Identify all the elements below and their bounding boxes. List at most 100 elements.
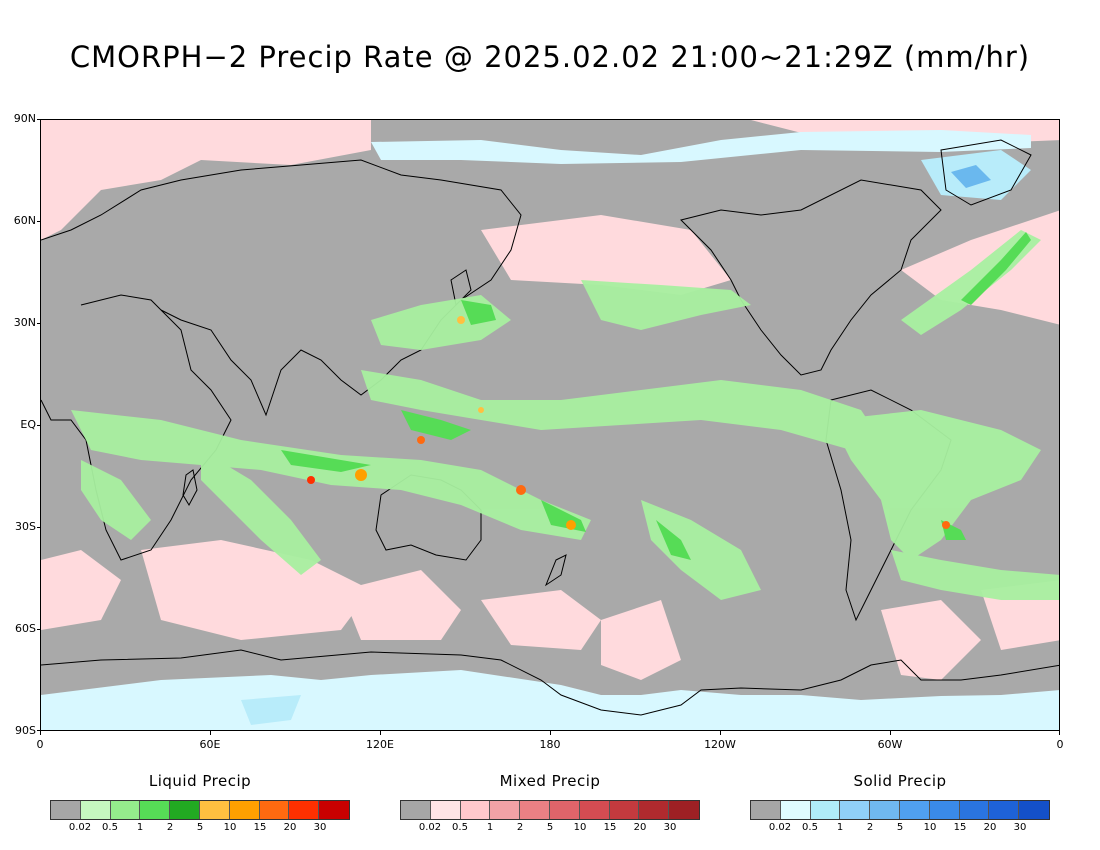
legend-tick: 1 <box>136 822 144 833</box>
legend-swatch <box>549 801 580 819</box>
lat-tick <box>37 527 41 528</box>
legend-solid: Solid Precip 0.02 0.5 1 2 5 10 15 20 30 <box>750 772 1050 842</box>
lat-label-90n: 90N <box>13 112 36 125</box>
legend-swatch <box>490 801 521 819</box>
legend-swatch <box>751 801 781 819</box>
lat-label-60s: 60S <box>15 622 36 635</box>
legend-tick: 20 <box>633 822 647 833</box>
legend-tick: 0.02 <box>68 822 92 833</box>
legend-tick: 10 <box>923 822 937 833</box>
legend-swatch <box>840 801 871 819</box>
page-title: CMORPH−2 Precip Rate @ 2025.02.02 21:00~… <box>69 40 1031 74</box>
legend-swatch <box>669 801 699 819</box>
lat-tick <box>37 730 41 731</box>
legend-colorbar-mixed <box>400 800 700 820</box>
lat-label-30n: 30N <box>13 316 36 329</box>
legend-colorbar-solid <box>750 800 1050 820</box>
legend-tick: 30 <box>663 822 677 833</box>
legend-tick: 5 <box>196 822 204 833</box>
lat-tick <box>37 323 41 324</box>
legend-swatch <box>959 801 990 819</box>
lon-tick <box>1059 731 1060 735</box>
legend-colorbar-liquid <box>50 800 350 820</box>
legend-tick: 0.02 <box>768 822 792 833</box>
solid-precip-polar-north <box>371 130 1031 200</box>
legend-tick: 2 <box>866 822 874 833</box>
legend-swatch <box>289 801 320 819</box>
lon-label-180: 180 <box>539 738 561 751</box>
lon-label-0: 0 <box>36 738 44 751</box>
lon-label-60w: 60W <box>877 738 903 751</box>
legend-swatch <box>80 801 111 819</box>
lon-tick <box>890 731 891 735</box>
legend-swatch <box>639 801 670 819</box>
legend-tick: 30 <box>313 822 327 833</box>
legend-swatch <box>229 801 260 819</box>
liquid-precip-light <box>71 230 1059 600</box>
lon-tick <box>720 731 721 735</box>
legend-tick: 15 <box>953 822 967 833</box>
legend-swatch <box>199 801 230 819</box>
legend-tick: 5 <box>546 822 554 833</box>
legend-swatch <box>1019 801 1049 819</box>
legend-tick: 5 <box>896 822 904 833</box>
legend-swatch <box>810 801 841 819</box>
lon-label-60e: 60E <box>199 738 221 751</box>
legend-swatch <box>140 801 171 819</box>
lat-label-90s: 90S <box>15 724 36 737</box>
legend-swatch <box>780 801 811 819</box>
solid-precip-polar-south <box>41 670 1059 730</box>
legend-tick: 0.5 <box>802 822 818 833</box>
legend-tick: 20 <box>283 822 297 833</box>
legend-tick: 2 <box>166 822 174 833</box>
lon-label-120w: 120W <box>704 738 736 751</box>
legend-tick: 0.02 <box>418 822 442 833</box>
legend-title-solid: Solid Precip <box>853 772 947 790</box>
legend-tick: 15 <box>253 822 267 833</box>
legend-tick: 10 <box>573 822 587 833</box>
legend-title-mixed: Mixed Precip <box>499 772 601 790</box>
lat-label-30s: 30S <box>15 520 36 533</box>
liquid-precip-moderate <box>281 232 1031 560</box>
lat-tick <box>37 221 41 222</box>
legend-swatch <box>989 801 1020 819</box>
legend-swatch <box>259 801 290 819</box>
legend-swatch <box>609 801 640 819</box>
legend-tick: 30 <box>1013 822 1027 833</box>
legend-tick: 1 <box>486 822 494 833</box>
lon-tick <box>40 731 41 735</box>
lat-label-60n: 60N <box>13 214 36 227</box>
legend-liquid: Liquid Precip 0.02 0.5 1 2 5 10 15 20 30 <box>50 772 350 842</box>
legend-swatch <box>899 801 930 819</box>
legend-swatch <box>430 801 461 819</box>
lon-label-120e: 120E <box>366 738 394 751</box>
liquid-precip-heavy <box>307 316 950 530</box>
legend-swatch <box>401 801 431 819</box>
legend-mixed: Mixed Precip 0.02 0.5 1 2 5 10 15 20 30 <box>400 772 700 842</box>
lat-tick <box>37 425 41 426</box>
legend-swatch <box>110 801 141 819</box>
legend-swatch <box>319 801 349 819</box>
legend-tick: 15 <box>603 822 617 833</box>
lat-tick <box>37 629 41 630</box>
lon-tick <box>550 731 551 735</box>
precip-map-canvas <box>41 120 1059 730</box>
lon-tick <box>380 731 381 735</box>
precip-map <box>40 119 1060 731</box>
lat-label-eq: EQ <box>20 418 36 431</box>
lat-tick <box>37 119 41 120</box>
legend-swatch <box>520 801 550 819</box>
legend-swatch <box>51 801 81 819</box>
legend-tick: 0.5 <box>452 822 468 833</box>
legend-title-liquid: Liquid Precip <box>148 772 252 790</box>
legend-tick: 0.5 <box>102 822 118 833</box>
legend-swatch <box>460 801 491 819</box>
legend-swatch <box>929 801 960 819</box>
legend-swatch <box>870 801 900 819</box>
legend-tick: 1 <box>836 822 844 833</box>
legend-tick: 20 <box>983 822 997 833</box>
legend-swatch <box>170 801 200 819</box>
legend-tick: 2 <box>516 822 524 833</box>
legend-swatch <box>579 801 610 819</box>
lon-label-0-right: 0 <box>1056 738 1064 751</box>
